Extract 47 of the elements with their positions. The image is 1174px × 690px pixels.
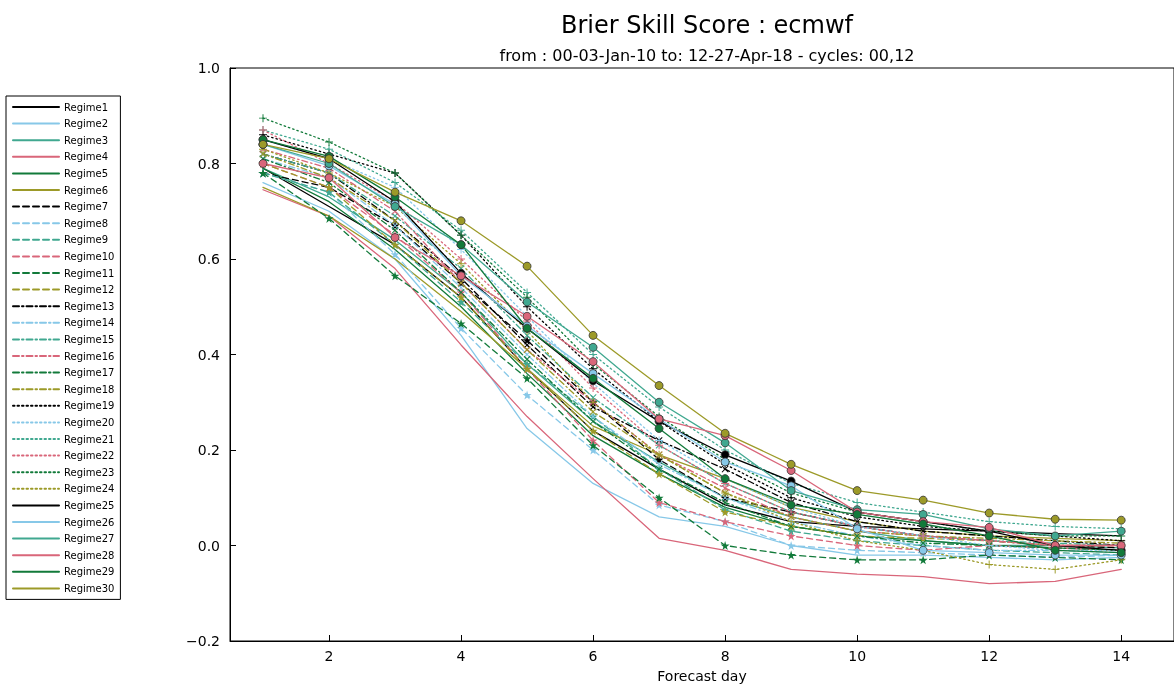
legend-label: Regime2 xyxy=(64,118,109,130)
legend-label: Regime10 xyxy=(64,250,115,262)
legend-label: Regime17 xyxy=(64,367,115,379)
legend-label: Regime19 xyxy=(64,400,115,412)
x-tick-label: 10 xyxy=(848,648,867,664)
legend-label: Regime14 xyxy=(64,317,115,329)
x-tick-label: 14 xyxy=(1112,648,1131,664)
x-tick-label: 4 xyxy=(456,648,466,664)
y-tick-label: 0.0 xyxy=(197,537,220,554)
x-tick-label: 2 xyxy=(324,648,334,664)
legend-label: Regime28 xyxy=(64,549,115,561)
x-axis-title: Forecast day xyxy=(657,668,747,684)
y-tick-label: 0.4 xyxy=(197,346,221,363)
x-tick-label: 6 xyxy=(588,648,598,664)
legend-label: Regime7 xyxy=(64,201,109,213)
y-tick-label: 1.0 xyxy=(197,60,220,76)
y-tick-label: −0.2 xyxy=(186,633,220,649)
x-tick-label: 12 xyxy=(980,648,999,664)
chart-title: Brier Skill Score : ecmwf xyxy=(560,11,854,39)
y-tick-label: 0.6 xyxy=(197,251,221,267)
legend-label: Regime16 xyxy=(64,350,115,362)
legend-label: Regime23 xyxy=(64,466,115,478)
legend-label: Regime29 xyxy=(64,566,115,578)
legend-label: Regime9 xyxy=(64,234,109,246)
legend-label: Regime21 xyxy=(64,433,115,445)
legend-label: Regime3 xyxy=(64,134,109,146)
x-tick-label: 8 xyxy=(720,648,730,664)
legend-label: Regime25 xyxy=(64,499,115,511)
y-tick-label: 0.2 xyxy=(197,442,220,458)
legend-label: Regime6 xyxy=(64,184,109,196)
legend-label: Regime5 xyxy=(64,167,109,179)
legend-label: Regime27 xyxy=(64,533,115,545)
y-tick-label: 0.8 xyxy=(197,155,220,172)
legend-label: Regime1 xyxy=(64,101,109,113)
legend-label: Regime20 xyxy=(64,416,115,428)
legend-label: Regime26 xyxy=(64,516,115,528)
legend-label: Regime22 xyxy=(64,450,115,462)
chart-subtitle: from : 00-03-Jan-10 to: 12-27-Apr-18 - cycles: 00,12 xyxy=(499,45,915,65)
legend-label: Regime15 xyxy=(64,333,115,345)
legend-label: Regime11 xyxy=(64,267,115,279)
legend-label: Regime30 xyxy=(64,582,115,594)
legend-label: Regime24 xyxy=(64,483,115,495)
legend-label: Regime13 xyxy=(64,300,115,312)
legend-label: Regime4 xyxy=(64,151,109,163)
legend-label: Regime12 xyxy=(64,284,115,296)
legend-label: Regime8 xyxy=(64,217,109,229)
legend-label: Regime18 xyxy=(64,383,115,395)
